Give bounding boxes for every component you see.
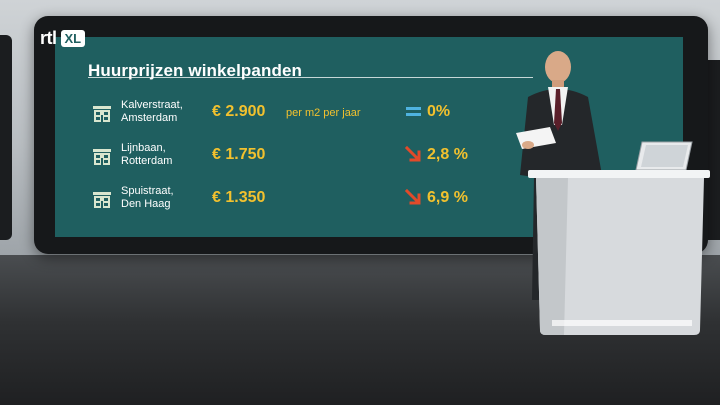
logo-brand: rtl: [40, 27, 57, 48]
channel-logo: rtl XL: [40, 27, 86, 48]
row-price: € 2.900: [212, 103, 266, 120]
price-row: Lijnbaan, Rotterdam € 1.750 2,8 %: [55, 140, 683, 180]
row-change: 0%: [427, 103, 451, 120]
shop-building-icon: [93, 149, 111, 165]
row-unit: per m2 per jaar: [286, 107, 361, 119]
screen-title: Huurprijzen winkelpanden: [88, 61, 302, 80]
row-price: € 1.750: [212, 146, 266, 163]
logo-suffix: XL: [60, 29, 86, 47]
laptop: [632, 141, 698, 174]
price-row: Spuistraat, Den Haag € 1.350 6,9 %: [55, 183, 683, 223]
row-change: 2,8 %: [427, 146, 468, 163]
presenter-desk: [528, 170, 710, 335]
row-place: Lijnbaan, Rotterdam: [121, 142, 173, 167]
title-underline: [88, 77, 533, 78]
row-place: Kalverstraat, Amsterdam: [121, 99, 183, 124]
shop-building-icon: [93, 192, 111, 208]
row-place: Spuistraat, Den Haag: [121, 185, 174, 210]
shop-building-icon: [93, 106, 111, 122]
price-row: Kalverstraat, Amsterdam € 2.900 per m2 p…: [55, 97, 683, 137]
row-change: 6,9 %: [427, 189, 468, 206]
equals-icon: [406, 107, 421, 116]
row-price: € 1.350: [212, 189, 266, 206]
arrow-down-right-icon: [405, 189, 421, 205]
side-screen-left: [0, 35, 12, 240]
arrow-down-right-icon: [405, 146, 421, 162]
